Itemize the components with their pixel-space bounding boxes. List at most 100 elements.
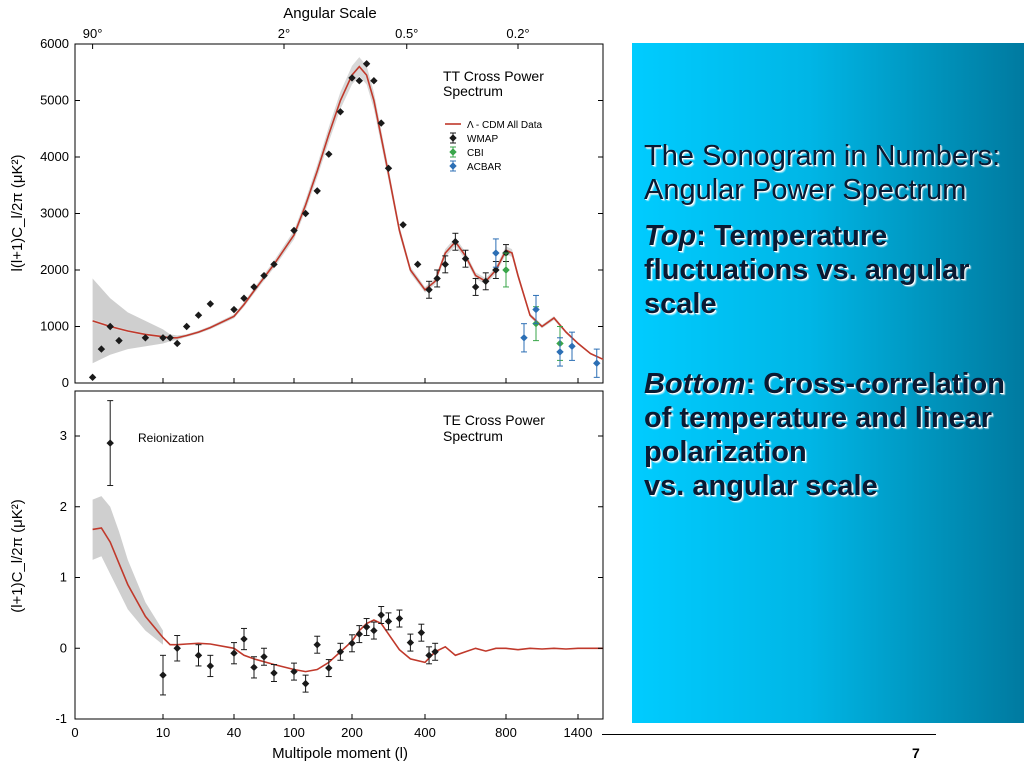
te-point-3 bbox=[194, 651, 203, 660]
tt-acbar-point-1 bbox=[520, 334, 528, 342]
tt-wmap-point-26 bbox=[384, 164, 393, 173]
te-point-19 bbox=[377, 611, 385, 619]
te-point-18 bbox=[370, 626, 378, 635]
tt-wmap-point-15 bbox=[270, 260, 278, 269]
tt-y-axis-label: l(l+1)C_l/2π (μK²) bbox=[9, 155, 26, 272]
te-point-20 bbox=[384, 617, 393, 626]
tt-wmap-point-32 bbox=[451, 238, 460, 246]
page-number: 7 bbox=[912, 745, 920, 761]
te-point-17 bbox=[362, 623, 371, 631]
tt-wmap-point-7 bbox=[173, 339, 181, 348]
te-ytick-label-3: 3 bbox=[60, 428, 67, 443]
bottom-description: Bottom: Cross-correlation of temperature… bbox=[644, 333, 1020, 503]
legend-cbi-label: CBI bbox=[467, 148, 484, 159]
tt-cosmic-variance-band bbox=[92, 278, 187, 364]
legend-wmap-marker bbox=[449, 134, 457, 142]
tt-title-line1: TT Cross Power bbox=[443, 68, 544, 84]
xtick-label-100: 100 bbox=[283, 725, 305, 740]
tt-wmap-point-22 bbox=[355, 77, 364, 85]
te-point-22 bbox=[406, 638, 415, 647]
te-lcdm-model-line bbox=[92, 527, 603, 673]
tt-wmap-point-28 bbox=[413, 260, 422, 269]
tt-title-line2: Spectrum bbox=[443, 83, 503, 99]
te-y-axis-label: (l+1)C_l/2π (μK²) bbox=[9, 499, 26, 613]
tt-wmap-point-4 bbox=[141, 334, 150, 342]
tt-wmap-point-31 bbox=[441, 260, 449, 269]
tt-wmap-point-9 bbox=[194, 311, 203, 319]
tt-wmap-point-19 bbox=[325, 150, 333, 158]
legend-acbar-marker bbox=[449, 162, 457, 170]
top-axis-title: Angular Scale bbox=[283, 5, 376, 22]
tt-wmap-point-10 bbox=[206, 300, 215, 308]
top-description: Top: Temperature fluctuations vs. angula… bbox=[644, 219, 1020, 321]
te-ytick-label-0: 0 bbox=[60, 640, 67, 655]
reionization-annotation: Reionization bbox=[138, 431, 204, 445]
te-point-21 bbox=[395, 614, 404, 623]
tt-wmap-point-23 bbox=[362, 60, 371, 68]
te-ytick-label--1: -1 bbox=[55, 711, 67, 726]
te-point-16 bbox=[355, 630, 364, 638]
tt-wmap-point-21 bbox=[348, 74, 356, 82]
tt-wmap-point-17 bbox=[301, 209, 310, 218]
tt-ytick-label-2000: 2000 bbox=[40, 262, 69, 277]
legend-wmap-label: WMAP bbox=[467, 134, 498, 145]
xtick-label-40: 40 bbox=[227, 725, 241, 740]
te-point-10 bbox=[290, 667, 298, 676]
te-title-line2: Spectrum bbox=[443, 428, 503, 444]
tt-wmap-point-1 bbox=[97, 345, 106, 353]
tt-wmap-point-18 bbox=[313, 187, 321, 195]
tt-wmap-point-2 bbox=[106, 322, 114, 331]
tt-wmap-point-13 bbox=[250, 283, 258, 291]
bottom-label: Bottom bbox=[644, 368, 746, 400]
legend-acbar-label: ACBAR bbox=[467, 162, 501, 173]
te-point-7 bbox=[250, 663, 258, 672]
tt-acbar-point-2 bbox=[532, 305, 540, 314]
tt-ytick-label-4000: 4000 bbox=[40, 149, 69, 164]
tt-wmap-point-5 bbox=[159, 334, 167, 342]
top-tick-label-3: 0.2° bbox=[506, 26, 529, 41]
te-point-13 bbox=[325, 664, 333, 672]
te-point-11 bbox=[301, 679, 310, 688]
te-point-25 bbox=[431, 648, 439, 656]
te-point-9 bbox=[270, 669, 278, 677]
te-point-24 bbox=[425, 651, 433, 660]
tt-ytick-label-6000: 6000 bbox=[40, 36, 69, 51]
tt-wmap-point-20 bbox=[336, 108, 345, 116]
xtick-label-10: 10 bbox=[156, 725, 170, 740]
tt-wmap-point-35 bbox=[482, 277, 490, 286]
te-point-4 bbox=[206, 662, 215, 670]
te-cosmic-variance-band bbox=[92, 496, 163, 645]
tt-wmap-point-8 bbox=[182, 322, 191, 331]
te-plot-frame bbox=[74, 390, 604, 720]
te-point-14 bbox=[336, 648, 345, 656]
te-point-0 bbox=[106, 439, 114, 447]
tt-wmap-point-33 bbox=[461, 254, 470, 263]
tt-ytick-label-5000: 5000 bbox=[40, 93, 69, 108]
xtick-label-0: 0 bbox=[71, 725, 78, 740]
tt-cbi-point-0 bbox=[502, 266, 510, 274]
te-point-6 bbox=[240, 635, 248, 643]
tt-wmap-point-3 bbox=[115, 336, 123, 345]
te-point-23 bbox=[417, 628, 426, 637]
tt-acbar-point-4 bbox=[568, 342, 576, 350]
tt-model-band bbox=[92, 57, 603, 360]
xtick-label-1400: 1400 bbox=[564, 725, 593, 740]
tt-wmap-point-16 bbox=[290, 226, 298, 235]
footer-rule bbox=[602, 734, 936, 735]
tt-wmap-point-29 bbox=[425, 286, 433, 294]
x-axis-label: Multipole moment (l) bbox=[272, 745, 408, 762]
legend-model-label: Λ - CDM All Data bbox=[467, 120, 542, 131]
xtick-label-800: 800 bbox=[495, 725, 517, 740]
tt-wmap-point-34 bbox=[471, 283, 480, 291]
top-text: : Temperature fluctuations vs. angular s… bbox=[644, 220, 970, 320]
tt-ytick-label-0: 0 bbox=[62, 375, 69, 390]
top-tick-label-1: 2° bbox=[278, 26, 290, 41]
tt-lcdm-model-line bbox=[92, 65, 604, 361]
tt-wmap-point-6 bbox=[166, 334, 174, 342]
legend-cbi-marker bbox=[449, 148, 457, 156]
te-title-line1: TE Cross Power bbox=[443, 412, 545, 428]
tt-wmap-point-25 bbox=[377, 119, 385, 127]
panel-heading: The Sonogram in Numbers: Angular Power S… bbox=[644, 140, 1001, 206]
tt-wmap-point-12 bbox=[240, 294, 248, 302]
top-tick-label-2: 0.5° bbox=[395, 26, 418, 41]
